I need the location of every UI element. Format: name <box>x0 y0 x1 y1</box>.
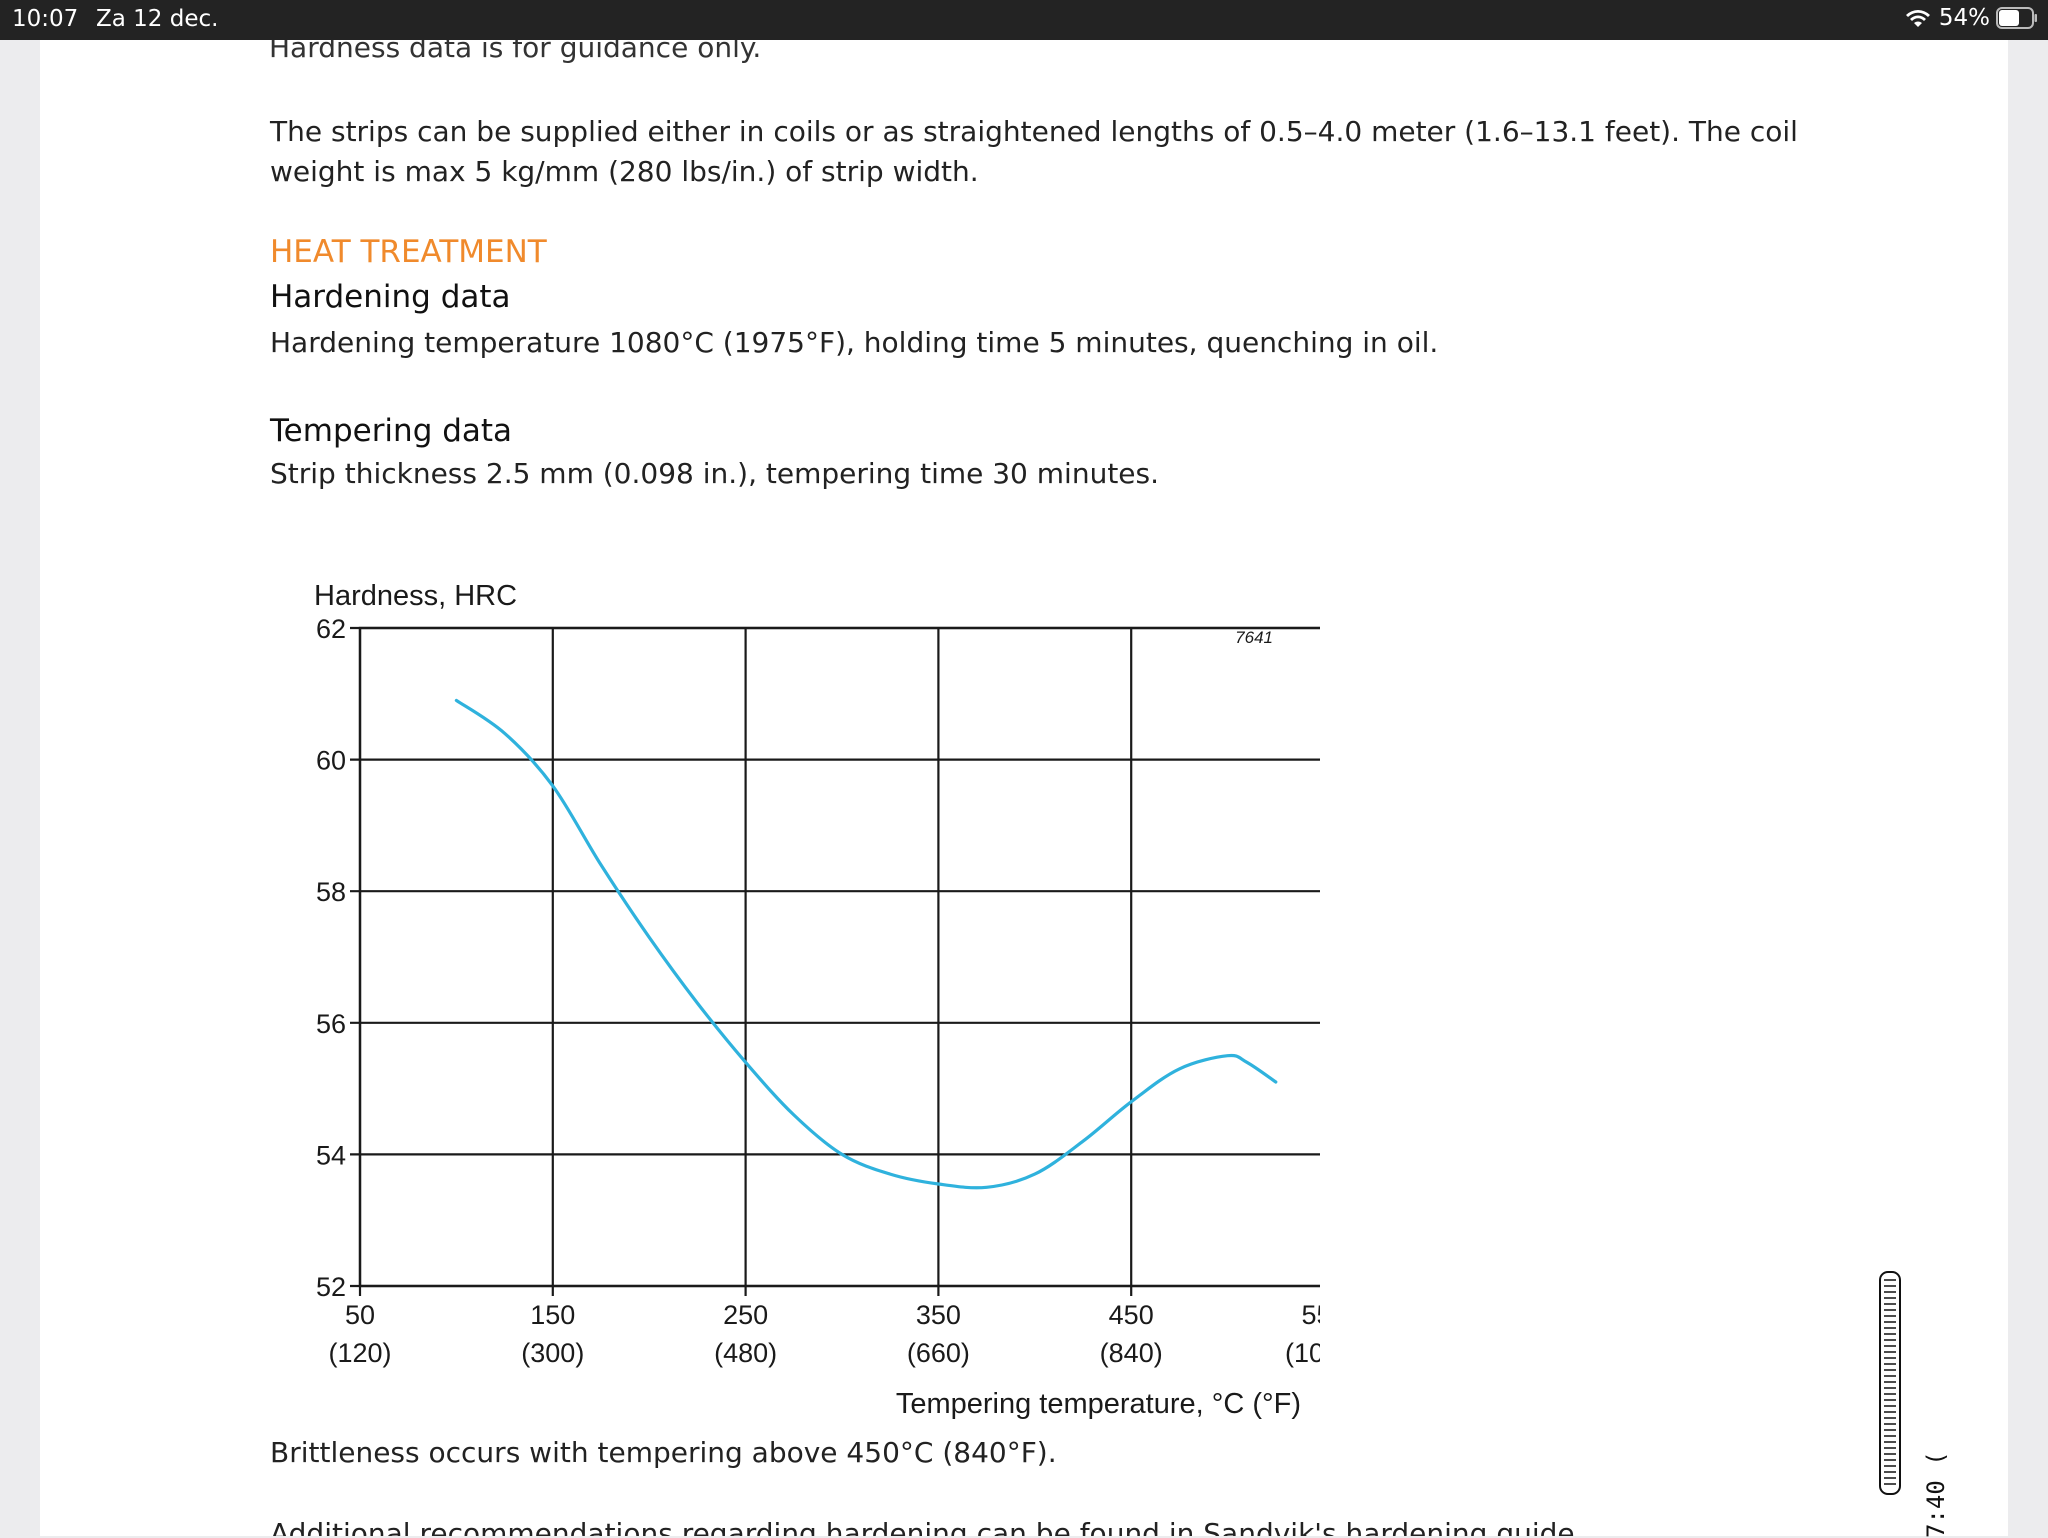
series-layer <box>454 698 1278 1190</box>
y-axis-label: Hardness, HRC <box>314 580 517 612</box>
hardening-data-text: Hardening temperature 1080°C (1975°F), h… <box>270 326 1439 359</box>
x-tick-label-celsius: 350 <box>916 1300 961 1330</box>
tempering-data-heading: Tempering data <box>270 413 513 449</box>
x-tick-label-fahrenheit: (1020) <box>1285 1338 1320 1368</box>
x-tick-label-fahrenheit: (660) <box>907 1338 970 1368</box>
supply-paragraph-line-1: The strips can be supplied either in coi… <box>270 115 1798 148</box>
figure-id-label: 7641 <box>1235 628 1273 647</box>
x-tick-label-celsius: 450 <box>1109 1300 1154 1330</box>
y-tick-label: 54 <box>316 1140 346 1170</box>
x-tick-label-celsius: 150 <box>530 1300 575 1330</box>
x-tick-label-celsius: 550 <box>1301 1300 1320 1330</box>
y-tick-label: 56 <box>316 1009 346 1039</box>
x-axis-label: Tempering temperature, °C (°F) <box>896 1388 1301 1420</box>
brittleness-text: Brittleness occurs with tempering above … <box>270 1436 1057 1469</box>
x-tick-label-fahrenheit: (840) <box>1100 1338 1163 1368</box>
status-date: Za 12 dec. <box>96 6 219 32</box>
x-tick-label-celsius: 250 <box>723 1300 768 1330</box>
hardness-curve <box>454 698 1278 1190</box>
status-indicators: 54% <box>1903 5 2038 31</box>
supply-paragraph-line-2: weight is max 5 kg/mm (280 lbs/in.) of s… <box>270 155 979 188</box>
additional-recommendations-text: Additional recommendations regarding har… <box>270 1517 1584 1536</box>
y-tick-label: 62 <box>316 614 346 644</box>
battery-percentage: 54% <box>1938 5 1990 31</box>
wifi-icon <box>1905 10 1930 27</box>
side-barcode-gauge <box>1879 1271 1901 1495</box>
plot-frame <box>358 626 1320 1288</box>
x-tick-label-fahrenheit: (480) <box>714 1338 777 1368</box>
section-heading-heat-treatment: HEAT TREATMENT <box>270 234 547 270</box>
y-tick-label: 58 <box>316 877 346 907</box>
side-gauge-label: 7:40 ( <box>1922 1451 1950 1538</box>
document-page[interactable]: Hardness data is for guidance only. The … <box>40 40 2008 1536</box>
y-tick-label: 52 <box>316 1272 346 1302</box>
x-tick-label-fahrenheit: (300) <box>521 1338 584 1368</box>
x-tick-label-celsius: 50 <box>345 1300 375 1330</box>
battery-icon <box>1996 7 2037 29</box>
hardening-data-heading: Hardening data <box>270 279 511 315</box>
tempering-data-text: Strip thickness 2.5 mm (0.098 in.), temp… <box>270 457 1160 490</box>
grid-layer <box>350 626 1320 1296</box>
cut-off-text-line: Hardness data is for guidance only. <box>269 40 762 64</box>
y-tick-label: 60 <box>316 746 346 776</box>
status-bar: 10:07 Za 12 dec. 54% <box>0 0 2048 40</box>
status-time: 10:07 <box>12 6 79 32</box>
x-tick-label-fahrenheit: (120) <box>328 1338 391 1368</box>
supply-paragraph: The strips can be supplied either in coi… <box>270 112 1798 192</box>
